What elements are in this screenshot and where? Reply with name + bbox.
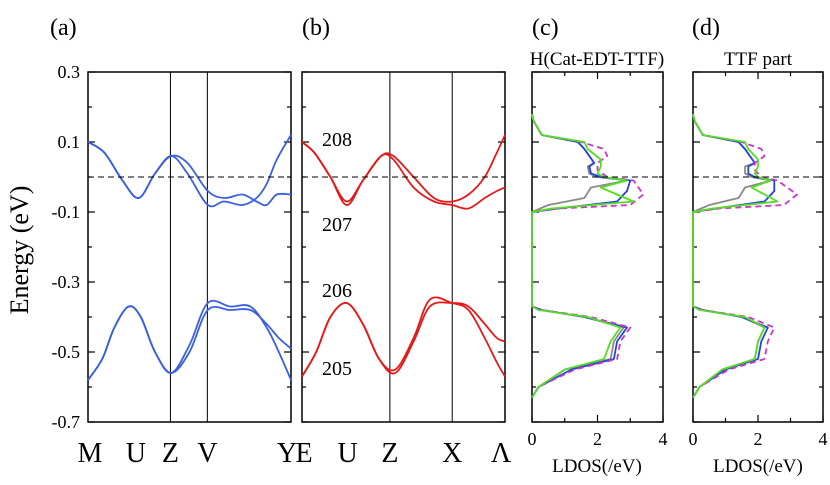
y-tick-label: -0.5 xyxy=(52,342,81,362)
kpoint-label: E xyxy=(295,438,312,469)
y-tick-label: -0.3 xyxy=(52,272,81,292)
series-magenta-dashed xyxy=(692,113,798,398)
plot-frame xyxy=(531,71,664,423)
band-label-206: 206 xyxy=(322,280,352,302)
panel-b-label: (b) xyxy=(302,15,330,41)
kpoint-label: Z xyxy=(381,438,398,469)
y-tick-label: 0.1 xyxy=(58,132,81,152)
panel-d: (d) TTF part LDOS(/eV) 0 2 4 xyxy=(689,15,828,477)
x-tick-label: 2 xyxy=(754,429,763,449)
band-label-207: 207 xyxy=(322,214,352,236)
series-band-4 xyxy=(87,305,292,381)
series-band-3 xyxy=(87,299,292,381)
series-gray xyxy=(531,113,628,398)
x-tick-label: 2 xyxy=(593,429,602,449)
kpoint-label: U xyxy=(126,438,146,469)
panel-c-label: (c) xyxy=(532,15,559,41)
series-green xyxy=(692,113,779,398)
panel-d-label: (d) xyxy=(692,15,720,41)
x-tick-label: 4 xyxy=(819,429,828,449)
band-label-205: 205 xyxy=(322,358,352,380)
series-band-2 xyxy=(87,134,292,208)
panel-c-title: H(Cat-EDT-TTF) xyxy=(530,49,664,70)
series-band-207 xyxy=(301,141,506,210)
series-band-205 xyxy=(301,301,506,377)
panel-c-x-label: LDOS(/eV) xyxy=(552,456,642,477)
x-tick-label: 0 xyxy=(528,429,537,449)
kpoint-label: U xyxy=(338,438,358,469)
kpoint-label: Λ xyxy=(491,438,512,469)
panel-a-label: (a) xyxy=(50,15,77,41)
series-blue xyxy=(692,113,776,398)
kpoint-label: Y xyxy=(277,438,297,469)
plot-frame xyxy=(87,71,292,423)
kpoint-label: Z xyxy=(162,438,179,469)
x-tick-label: 0 xyxy=(689,429,698,449)
kpoint-label: V xyxy=(197,438,217,469)
series-magenta-dashed xyxy=(531,113,645,398)
panel-d-x-label: LDOS(/eV) xyxy=(713,456,803,477)
series-green xyxy=(531,113,635,398)
y-tick-label: -0.1 xyxy=(52,202,81,222)
y-axis-label: Energy (eV) xyxy=(5,186,34,315)
band-label-208: 208 xyxy=(322,129,352,151)
panel-d-title: TTF part xyxy=(724,49,793,70)
plot-frame xyxy=(692,71,824,423)
panel-c: (c) H(Cat-EDT-TTF) LDOS(/eV) 0 2 4 xyxy=(528,15,668,477)
series-blue xyxy=(531,113,632,398)
y-tick-label: 0.3 xyxy=(58,62,81,82)
y-tick-label: -0.7 xyxy=(52,412,81,432)
x-tick-label: 4 xyxy=(659,429,668,449)
panel-a: (a) Energy (eV) 0.3 0.1 -0.1 -0.3 -0.5 -0.7 M U… xyxy=(5,15,297,469)
kpoint-label: X xyxy=(442,438,462,469)
kpoint-label: M xyxy=(78,438,103,469)
